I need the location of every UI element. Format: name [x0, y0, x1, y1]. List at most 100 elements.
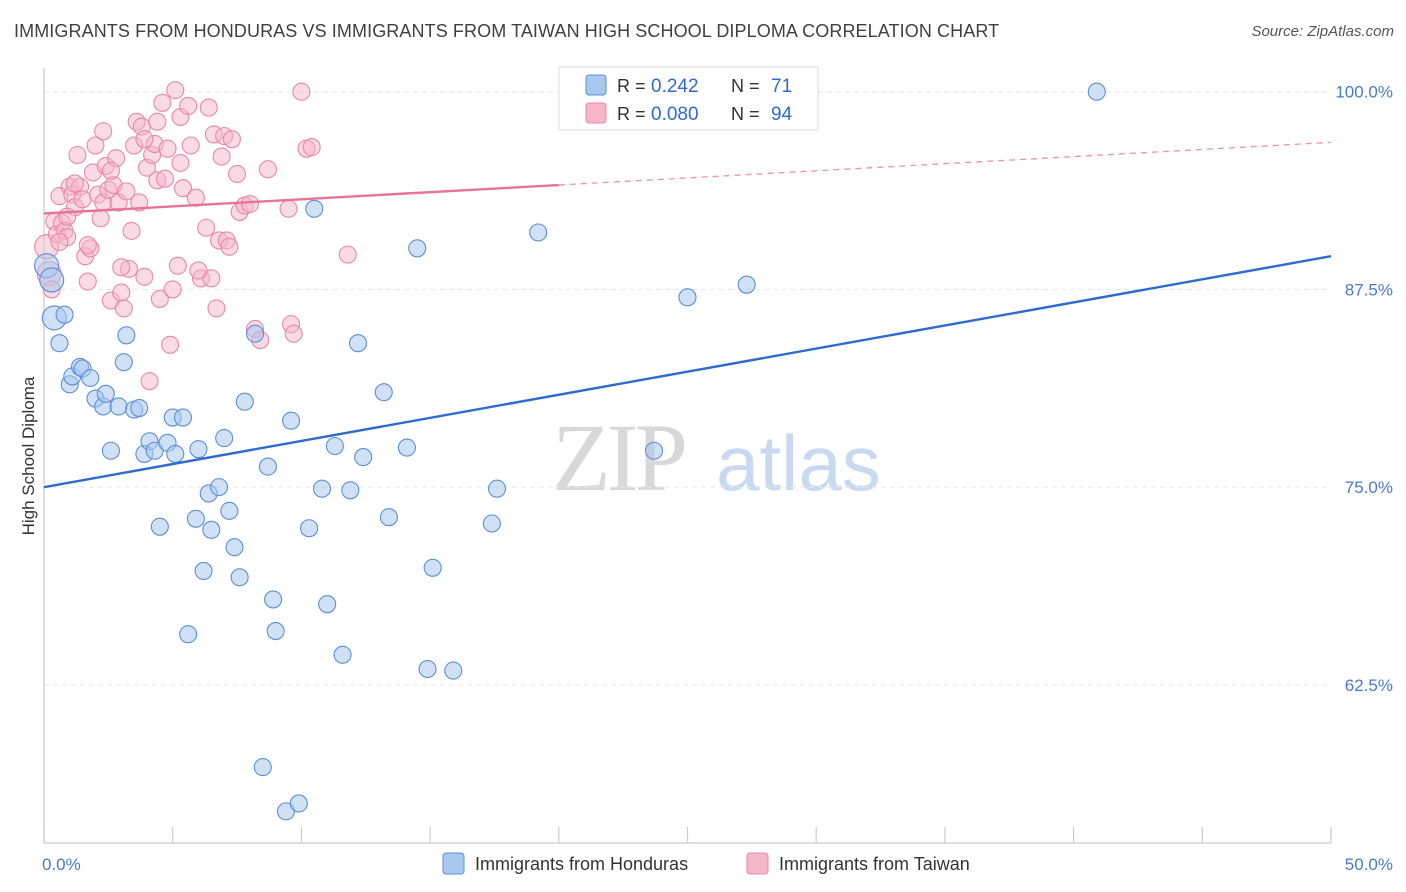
- point-honduras-39: [246, 324, 265, 343]
- point-honduras-9: [81, 368, 100, 388]
- bottom-legend-swatch-taiwan: [746, 852, 769, 875]
- point-honduras-64: [487, 479, 507, 498]
- chart-source: Source: ZipAtlas.com: [1251, 23, 1394, 40]
- point-taiwan-12: [68, 145, 87, 165]
- point-taiwan-90: [148, 112, 167, 131]
- point-taiwan-91: [222, 130, 241, 149]
- point-honduras-38: [235, 392, 254, 411]
- point-taiwan-19: [86, 136, 105, 155]
- stats-legend-n-value-honduras: 71: [771, 76, 792, 97]
- point-honduras-56: [374, 383, 393, 402]
- x-tick-label-1: 50.0%: [1345, 855, 1393, 874]
- point-taiwan-50: [166, 81, 185, 100]
- point-taiwan-40: [140, 372, 159, 391]
- point-honduras-32: [202, 520, 221, 539]
- point-taiwan-59: [199, 98, 218, 117]
- point-taiwan-46: [155, 169, 175, 188]
- bottom-legend-label-taiwan: Immigrants from Taiwan: [779, 854, 970, 874]
- point-honduras-37: [230, 568, 249, 587]
- point-honduras-18: [130, 399, 149, 418]
- series-honduras-points: [34, 81, 1106, 821]
- point-taiwan-30: [114, 299, 133, 318]
- point-honduras-54: [348, 334, 368, 353]
- trend-line-taiwan-extension: [558, 141, 1332, 186]
- trend-line-honduras: [43, 255, 1332, 489]
- point-honduras-65: [529, 223, 548, 242]
- point-taiwan-89: [101, 161, 120, 180]
- point-honduras-13: [101, 441, 120, 460]
- x-ticks: [43, 827, 1332, 843]
- point-honduras-69: [737, 275, 756, 294]
- point-honduras-67: [678, 288, 697, 307]
- point-honduras-48: [305, 199, 324, 218]
- point-honduras-59: [408, 239, 427, 258]
- trend-line-taiwan: [43, 183, 559, 215]
- y-tick-label-0: 100.0%: [1335, 83, 1393, 102]
- y-axis-title: High School Diploma: [19, 376, 38, 535]
- point-honduras-43: [266, 622, 285, 641]
- point-honduras-40: [253, 758, 272, 777]
- point-taiwan-81: [65, 174, 84, 193]
- point-honduras-14: [109, 397, 128, 416]
- point-honduras-49: [312, 479, 332, 498]
- point-taiwan-83: [112, 258, 131, 277]
- stats-legend-swatch-taiwan: [585, 102, 607, 124]
- point-taiwan-31: [117, 182, 136, 201]
- stats-legend-r-label-taiwan: R =: [617, 104, 646, 124]
- point-taiwan-47: [158, 139, 177, 158]
- point-taiwan-58: [197, 218, 216, 237]
- point-honduras-60: [418, 659, 437, 679]
- point-honduras-57: [379, 508, 398, 527]
- point-taiwan-82: [94, 122, 113, 141]
- point-taiwan-14: [73, 190, 92, 209]
- point-taiwan-64: [212, 147, 231, 166]
- point-honduras-4: [55, 305, 74, 324]
- point-taiwan-87: [50, 232, 69, 252]
- point-honduras-51: [325, 436, 344, 456]
- point-honduras-66: [644, 441, 664, 460]
- stats-legend-n-label-honduras: N =: [731, 76, 760, 96]
- point-honduras-36: [225, 538, 244, 557]
- point-honduras-33: [209, 478, 229, 497]
- trend-lines: [43, 141, 1332, 489]
- bottom-legend-swatch-honduras: [442, 852, 465, 875]
- point-honduras-27: [179, 625, 198, 644]
- point-taiwan-86: [189, 261, 208, 280]
- point-taiwan-53: [173, 179, 193, 198]
- point-honduras-46: [289, 794, 308, 813]
- point-honduras-61: [423, 558, 442, 577]
- point-honduras-26: [173, 408, 193, 427]
- point-honduras-34: [215, 429, 234, 448]
- y-tick-labels: 100.0% 87.5% 75.0% 62.5%: [1335, 83, 1393, 695]
- stats-legend-r-value-honduras: 0.242: [651, 76, 699, 97]
- stats-legend-swatch-honduras: [585, 74, 607, 96]
- point-honduras-1: [39, 267, 65, 293]
- point-taiwan-79: [302, 138, 321, 157]
- point-honduras-28: [186, 509, 205, 528]
- y-tick-label-1: 87.5%: [1345, 280, 1393, 299]
- point-taiwan-33: [122, 221, 141, 240]
- point-taiwan-71: [240, 194, 259, 214]
- point-honduras-3: [50, 334, 69, 353]
- point-taiwan-55: [181, 136, 200, 155]
- point-taiwan-92: [258, 160, 277, 179]
- point-honduras-47: [300, 519, 319, 538]
- bottom-legend-label-honduras: Immigrants from Honduras: [475, 854, 688, 874]
- point-honduras-62: [444, 661, 463, 680]
- point-taiwan-74: [279, 199, 298, 218]
- point-taiwan-54: [179, 96, 198, 116]
- y-tick-label-2: 75.0%: [1345, 478, 1393, 497]
- point-taiwan-48: [161, 335, 180, 354]
- point-taiwan-68: [228, 164, 247, 184]
- point-honduras-25: [166, 444, 185, 463]
- point-taiwan-51: [168, 256, 187, 275]
- x-tick-labels: 0.0% 50.0%: [42, 855, 1393, 874]
- point-honduras-16: [117, 326, 136, 345]
- point-honduras-12: [96, 384, 115, 403]
- point-taiwan-84: [135, 130, 154, 149]
- x-tick-label-0: 0.0%: [42, 855, 81, 874]
- point-honduras-71: [1087, 82, 1106, 101]
- point-honduras-50: [318, 595, 337, 614]
- point-honduras-45: [282, 411, 301, 430]
- point-honduras-29: [189, 440, 208, 459]
